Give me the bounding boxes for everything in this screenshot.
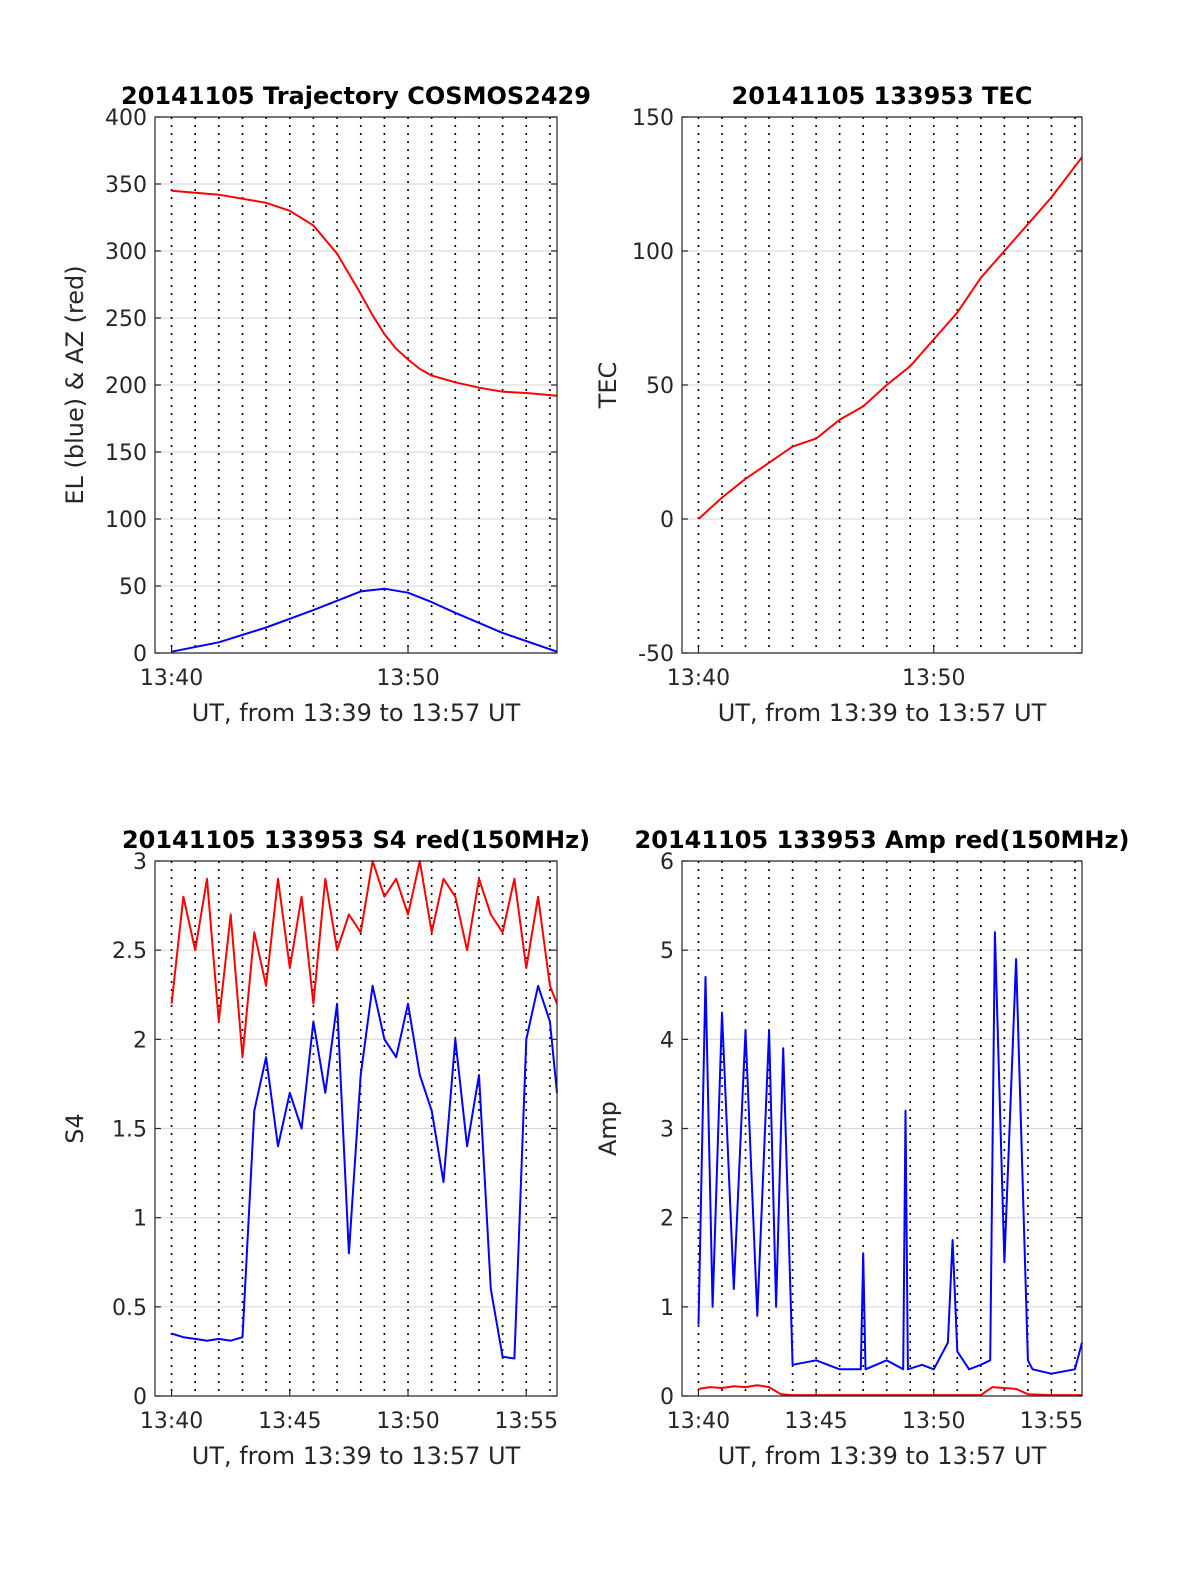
y-tick-label: 3 (660, 1118, 674, 1143)
series-line-1 (170, 860, 558, 1059)
y-axis-label: EL (blue) & AZ (red) (61, 265, 89, 504)
y-axis-label: TEC (594, 362, 622, 410)
y-tick-label: -50 (638, 642, 674, 667)
y-tick-label: 2.5 (112, 939, 147, 964)
chart-title: 20141105 Trajectory COSMOS2429 (121, 82, 591, 110)
x-tick-label: 13:40 (667, 1409, 730, 1434)
chart-title: 20141105 133953 Amp red(150MHz) (635, 826, 1130, 854)
y-tick-label: 0.5 (112, 1296, 147, 1321)
y-tick-label: 6 (660, 850, 674, 875)
x-axis-label: UT, from 13:39 to 13:57 UT (192, 1442, 521, 1470)
y-tick-label: 150 (632, 106, 674, 131)
y-tick-label: 300 (105, 240, 147, 265)
y-tick-label: 2 (133, 1028, 147, 1053)
y-tick-label: 3 (133, 850, 147, 875)
y-tick-label: 0 (133, 1385, 147, 1410)
x-axis-label: UT, from 13:39 to 13:57 UT (718, 1442, 1047, 1470)
y-tick-label: 5 (660, 939, 674, 964)
y-tick-label: 0 (660, 508, 674, 533)
y-axis-label: S4 (61, 1113, 89, 1144)
chart-title: 20141105 133953 S4 red(150MHz) (122, 826, 590, 854)
y-tick-label: 1.5 (112, 1118, 147, 1143)
y-tick-label: 4 (660, 1028, 674, 1053)
chart-panel-2: -50 0 50 100 150 13:40 13:50 20141105 133953 TE… (594, 82, 1083, 727)
x-tick-label: 13:55 (495, 1409, 558, 1434)
chart-title: 20141105 133953 TEC (732, 82, 1033, 110)
series-line-2 (697, 931, 1083, 1375)
y-tick-label: 100 (632, 240, 674, 265)
y-tick-label: 400 (105, 106, 147, 131)
x-tick-label: 13:40 (140, 666, 203, 691)
y-tick-label: 150 (105, 441, 147, 466)
y-tick-label: 2 (660, 1207, 674, 1232)
chart-panel-4: 0 1 2 3 4 5 6 13:40 13:45 13:50 13:55 20141105 1339… (594, 826, 1129, 1470)
y-tick-label: 1 (133, 1207, 147, 1232)
x-tick-label: 13:50 (902, 1409, 965, 1434)
y-axis-label: Amp (594, 1101, 622, 1156)
y-tick-label: 50 (119, 575, 147, 600)
y-tick-label: 0 (660, 1385, 674, 1410)
y-tick-label: 100 (105, 508, 147, 533)
series-line-2 (171, 984, 558, 1360)
y-tick-label: 0 (133, 642, 147, 667)
chart-panel-3: 0 0.5 1 1.5 2 2.5 3 13:40 13:45 13:50 13:55 2014110… (61, 826, 590, 1470)
x-tick-label: 13:50 (902, 666, 965, 691)
x-tick-label: 13:40 (140, 1409, 203, 1434)
y-tick-label: 50 (646, 374, 674, 399)
y-tick-label: 350 (105, 173, 147, 198)
chart-panel-1: 0 50 100 150 200 250 300 350 400 13:40 13:50 201411… (61, 82, 591, 727)
series-line-1 (698, 1384, 1082, 1397)
x-tick-label: 13:50 (376, 1409, 439, 1434)
x-tick-label: 13:45 (258, 1409, 321, 1434)
series-line-1 (171, 189, 558, 397)
x-tick-label: 13:40 (667, 666, 730, 691)
x-tick-label: 13:45 (784, 1409, 847, 1434)
y-tick-label: 200 (105, 374, 147, 399)
x-axis-label: UT, from 13:39 to 13:57 UT (718, 699, 1047, 727)
y-tick-label: 1 (660, 1296, 674, 1321)
x-tick-label: 13:50 (376, 666, 439, 691)
y-tick-label: 250 (105, 307, 147, 332)
x-axis-label: UT, from 13:39 to 13:57 UT (192, 699, 521, 727)
x-tick-label: 13:55 (1020, 1409, 1083, 1434)
series-line-1 (697, 156, 1083, 520)
series-line-2 (171, 587, 558, 653)
